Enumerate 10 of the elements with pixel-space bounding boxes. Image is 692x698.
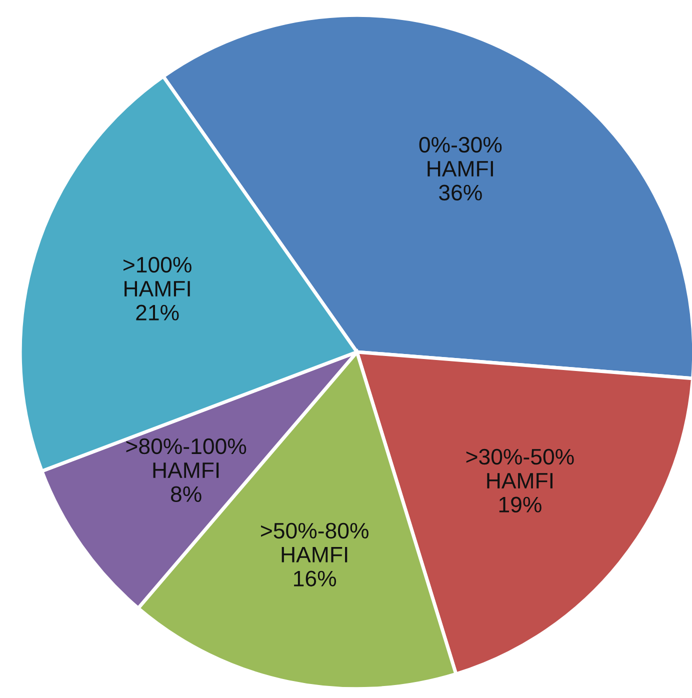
data-label: 36% [439, 184, 482, 201]
data-label: 16% [294, 570, 336, 586]
data-label: 8% [170, 486, 202, 502]
data-label: 21% [136, 304, 179, 320]
slice-label: >30%-50% HAMFI [466, 448, 574, 488]
slice-label: >50%-80% HAMFI [261, 522, 368, 562]
slice-label: >80%-100% HAMFI [126, 438, 246, 478]
slice-label: 0%-30% HAMFI [419, 136, 502, 176]
slice-label: >100% HAMFI [124, 256, 192, 296]
data-label: 19% [499, 496, 542, 513]
